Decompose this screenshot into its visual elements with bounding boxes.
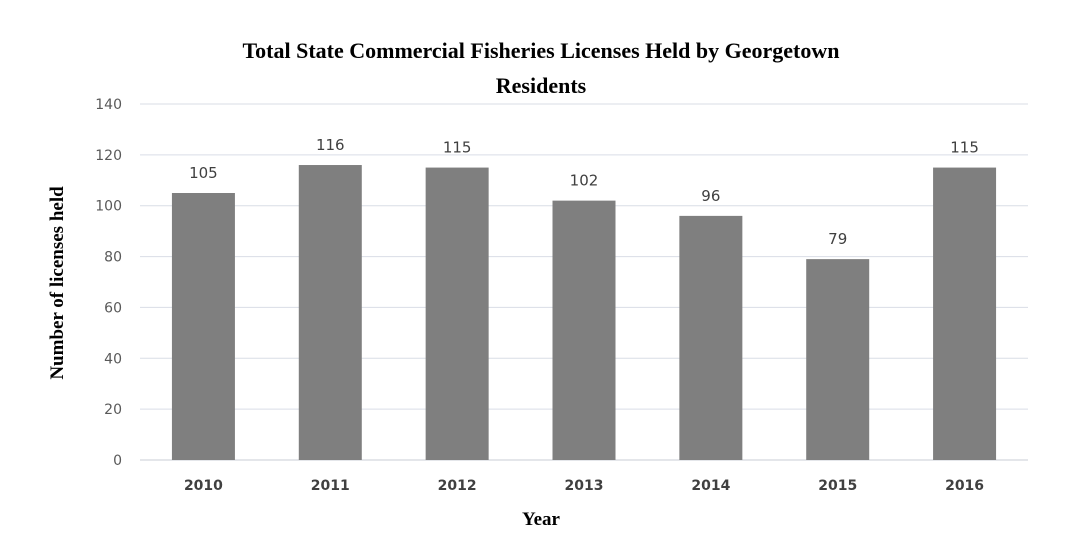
x-tick-label: 2012 [438,478,477,494]
chart-title-line-2: Residents [495,73,587,98]
data-label: 105 [189,164,218,182]
x-axis-title: Year [522,509,560,530]
bar [552,200,616,460]
bar [933,167,997,461]
y-tick-label: 100 [95,199,122,215]
bar [298,165,362,460]
bar [679,215,743,460]
bar [425,167,489,461]
chart-title-line-1: Total State Commercial Fisheries License… [242,38,840,63]
bar [806,259,870,460]
x-tick-label: 2010 [184,478,223,494]
x-tick-label: 2015 [818,478,857,494]
x-tick-label: 2011 [311,478,350,494]
data-label: 115 [950,139,979,157]
data-label: 96 [701,187,720,205]
data-label: 116 [316,136,345,154]
y-tick-label: 20 [104,402,122,418]
x-tick-label: 2014 [691,478,730,494]
y-tick-label: 140 [95,97,122,113]
y-tick-label: 40 [104,351,122,367]
data-label: 102 [570,172,599,190]
x-tick-label: 2016 [945,478,984,494]
data-label: 79 [828,230,847,248]
y-tick-label: 0 [113,453,122,469]
y-tick-label: 120 [95,148,122,164]
data-label: 115 [443,139,472,157]
x-tick-label: 2013 [565,478,604,494]
y-tick-label: 60 [104,300,122,316]
bar [171,193,235,460]
y-tick-label: 80 [104,250,122,266]
